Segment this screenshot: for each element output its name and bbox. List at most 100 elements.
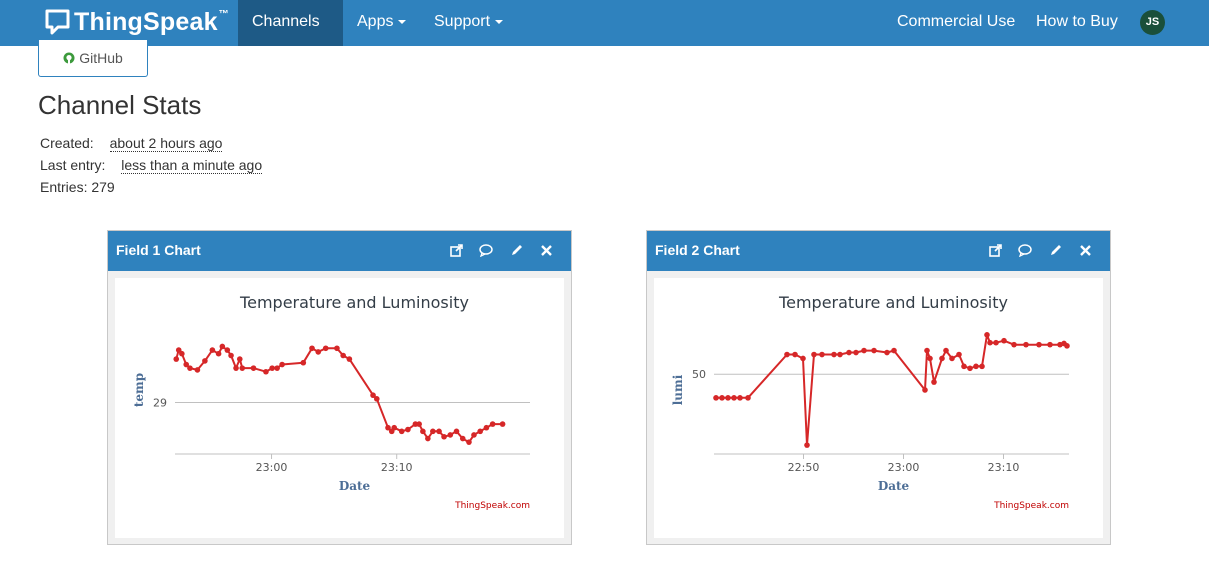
data-point xyxy=(179,350,185,357)
comment-icon[interactable] xyxy=(1010,231,1040,269)
x-tick-label: 23:00 xyxy=(256,461,288,474)
data-point xyxy=(967,365,973,372)
data-point xyxy=(233,365,239,371)
data-point xyxy=(385,424,391,431)
stat-entries-label: Entries: xyxy=(40,179,88,195)
data-point xyxy=(811,351,817,358)
nav-commercial-use-label: Commercial Use xyxy=(897,13,1016,30)
panel-toolbar xyxy=(980,231,1100,269)
data-point xyxy=(993,339,999,346)
brand-name: ThingSpeak xyxy=(74,7,218,36)
data-point xyxy=(300,359,307,366)
data-point xyxy=(927,355,933,362)
data-point xyxy=(202,358,208,364)
data-point xyxy=(309,345,315,352)
stat-created-label: Created: xyxy=(40,135,94,151)
data-point xyxy=(183,361,190,368)
data-point xyxy=(263,368,269,375)
data-point xyxy=(939,355,945,362)
pencil-icon[interactable] xyxy=(1040,231,1070,269)
data-point xyxy=(891,347,897,354)
chart-title: Temperature and Luminosity xyxy=(239,293,469,312)
data-point xyxy=(725,395,731,401)
external-link-icon[interactable] xyxy=(441,231,471,269)
nav-apps-label: Apps xyxy=(357,13,394,30)
data-point xyxy=(447,432,454,438)
data-point xyxy=(459,435,466,442)
y-axis-label: temp xyxy=(132,373,146,407)
data-point xyxy=(340,352,346,359)
top-navbar: ThingSpeak ™ Channels Apps Support Commer… xyxy=(0,0,1209,68)
data-point xyxy=(416,421,422,427)
nav-how-to-buy[interactable]: How to Buy xyxy=(1022,0,1132,46)
brand-logo[interactable]: ThingSpeak ™ xyxy=(45,5,229,39)
data-point xyxy=(370,392,376,399)
data-point xyxy=(471,432,477,438)
data-point xyxy=(315,349,322,355)
nav-channels[interactable]: Channels xyxy=(238,0,343,68)
data-point xyxy=(884,349,890,356)
stat-last-entry-label: Last entry: xyxy=(40,157,106,173)
data-point xyxy=(219,343,226,350)
caret-down-icon xyxy=(495,19,504,24)
chart-area: Temperature and Luminosity 50 22:50 23:00 23… xyxy=(654,278,1103,538)
data-point xyxy=(792,351,798,358)
comment-icon[interactable] xyxy=(471,231,501,269)
caret-down-icon xyxy=(398,19,407,24)
speech-bubble-icon xyxy=(45,9,70,35)
nav-support[interactable]: Support xyxy=(420,0,517,46)
data-point xyxy=(1047,341,1053,348)
nav-apps[interactable]: Apps xyxy=(343,0,420,46)
pencil-icon[interactable] xyxy=(501,231,531,269)
data-point xyxy=(922,387,928,393)
data-point xyxy=(441,433,447,440)
data-point xyxy=(483,424,490,431)
data-point xyxy=(279,361,285,368)
close-icon[interactable] xyxy=(1070,231,1100,269)
panel-header: Field 1 Chart xyxy=(108,231,571,271)
data-point xyxy=(430,428,436,435)
data-point xyxy=(831,351,837,358)
x-axis-label: Date xyxy=(878,479,910,493)
x-axis-label: Date xyxy=(339,479,371,493)
data-point xyxy=(943,347,949,354)
data-point xyxy=(224,347,231,353)
stat-entries-value: 279 xyxy=(91,179,115,195)
x-tick-label: 22:50 xyxy=(788,461,820,474)
panel-title: Field 2 Chart xyxy=(655,242,740,258)
external-link-icon[interactable] xyxy=(980,231,1010,269)
panel-header: Field 2 Chart xyxy=(647,231,1110,271)
user-avatar[interactable]: JS xyxy=(1140,10,1165,35)
field1-chart-panel: Field 1 Chart Temperature and Luminosity… xyxy=(107,230,572,545)
data-point xyxy=(846,349,852,356)
data-point xyxy=(956,351,962,358)
line-chart: Temperature and Luminosity 29 23:00 23:10 Da… xyxy=(132,293,530,511)
data-point xyxy=(737,395,743,401)
data-point xyxy=(745,395,751,401)
data-point xyxy=(477,428,483,435)
data-point xyxy=(804,442,810,448)
chart-credit: ThingSpeak.com xyxy=(993,501,1069,511)
data-point xyxy=(269,365,275,371)
x-tick-label: 23:10 xyxy=(988,461,1020,474)
data-point xyxy=(194,367,201,373)
data-point xyxy=(731,395,737,401)
chart-credit: ThingSpeak.com xyxy=(454,501,530,511)
data-point xyxy=(274,365,280,371)
field2-chart-panel: Field 2 Chart Temperature and Luminosity… xyxy=(646,230,1111,545)
data-point xyxy=(228,352,234,359)
stat-last-entry: Last entry: less than a minute ago xyxy=(40,157,263,174)
data-point xyxy=(489,421,496,427)
data-point xyxy=(931,379,937,385)
data-point xyxy=(924,347,930,354)
github-button[interactable]: GitHub xyxy=(38,40,148,77)
data-point xyxy=(334,345,340,352)
close-icon[interactable] xyxy=(531,231,561,269)
data-point xyxy=(1023,341,1029,348)
data-point xyxy=(391,424,398,431)
nav-how-to-buy-label: How to Buy xyxy=(1036,13,1118,30)
data-point xyxy=(187,365,193,371)
nav-commercial-use[interactable]: Commercial Use xyxy=(883,0,1029,46)
panel-toolbar xyxy=(441,231,561,269)
data-point xyxy=(979,363,985,370)
